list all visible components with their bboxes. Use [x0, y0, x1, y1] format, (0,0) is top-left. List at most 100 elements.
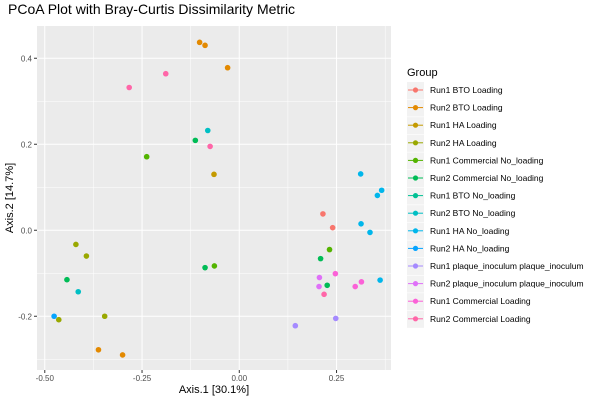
data-point — [202, 264, 208, 271]
data-point — [192, 137, 199, 144]
x-tick-label: 0.00 — [231, 374, 247, 383]
y-tick-label: -0.2 — [18, 312, 32, 321]
data-point — [73, 241, 79, 248]
data-point — [55, 316, 62, 323]
legend: Run1 BTO Loading Run2 BTO Loading Run1 HA … — [407, 82, 584, 328]
x-tick-label: -0.25 — [133, 374, 152, 383]
data-point — [316, 283, 322, 290]
legend-marker — [412, 210, 419, 216]
legend-label: Run2 BTO Loading — [430, 103, 503, 113]
legend-label: Run2 HA Loading — [430, 138, 497, 148]
data-point — [321, 291, 327, 298]
data-point — [317, 255, 324, 262]
legend-title: Group — [407, 67, 438, 79]
legend-item: Run1 HA No_loading — [407, 222, 510, 240]
legend-label: Run2 HA No_loading — [430, 243, 510, 253]
data-point — [196, 39, 203, 46]
data-point — [119, 352, 126, 358]
legend-item: Run2 BTO Loading — [407, 99, 503, 117]
data-point — [101, 313, 108, 320]
legend-marker — [412, 87, 419, 93]
legend-marker — [412, 105, 419, 111]
data-point — [143, 153, 150, 160]
legend-item: Run1 plaque_inoculum plaque_inoculum — [407, 258, 584, 275]
legend-marker — [412, 157, 419, 163]
x-tick-label: 0.25 — [329, 374, 345, 383]
data-point — [316, 274, 323, 281]
data-point — [326, 246, 333, 253]
legend-marker — [412, 281, 419, 287]
legend-item: Run2 Commercial No_loading — [407, 170, 544, 187]
y-tick-label: 0.4 — [21, 54, 33, 63]
legend-item: Run2 plaque_inoculum plaque_inoculum — [407, 275, 584, 293]
legend-item: Run2 HA Loading — [407, 134, 497, 152]
data-point — [367, 229, 373, 236]
legend-label: Run1 BTO No_loading — [430, 191, 516, 201]
legend-item: Run1 BTO Loading — [407, 82, 503, 99]
chart-title: PCoA Plot with Bray-Curtis Dissimilarity… — [8, 1, 295, 17]
legend-label: Run1 plaque_inoculum plaque_inoculum — [430, 261, 584, 271]
data-point — [357, 171, 364, 177]
data-point — [207, 143, 213, 150]
legend-marker — [412, 298, 419, 304]
data-point — [211, 171, 217, 178]
data-point — [64, 276, 70, 283]
data-point — [332, 270, 339, 277]
legend-label: Run2 plaque_inoculum plaque_inoculum — [430, 279, 584, 289]
y-tick-label: 0.2 — [21, 140, 33, 149]
legend-marker — [412, 245, 419, 251]
legend-label: Run1 HA Loading — [430, 120, 497, 130]
legend-item: Run2 BTO No_loading — [407, 205, 516, 223]
data-point — [332, 315, 339, 322]
data-point — [211, 263, 218, 269]
legend-item: Run2 Commercial Loading — [407, 310, 531, 328]
data-point — [51, 313, 57, 320]
legend-item: Run1 BTO No_loading — [407, 187, 516, 205]
legend-item: Run1 Commercial No_loading — [407, 152, 544, 170]
y-axis-title: Axis.2 [14.7%] — [4, 163, 16, 233]
x-axis-title: Axis.1 [30.1%] — [179, 384, 249, 396]
data-point — [224, 64, 231, 71]
legend-label: Run1 Commercial No_loading — [430, 155, 544, 165]
axis-ticks: -0.50 -0.25 0.00 0.25 -0.2 0.0 0.2 0.4 — [18, 54, 345, 383]
legend-item: Run1 HA Loading — [407, 117, 497, 135]
legend-marker — [412, 122, 419, 128]
grid-lines — [37, 26, 391, 370]
data-point — [377, 277, 383, 283]
data-point — [292, 322, 299, 329]
legend-label: Run1 HA No_loading — [430, 226, 510, 236]
legend-marker — [412, 263, 419, 269]
data-point — [204, 127, 211, 134]
data-point — [324, 282, 331, 289]
data-point — [75, 288, 82, 295]
legend-label: Run2 Commercial Loading — [430, 314, 531, 324]
plot-panel — [37, 26, 391, 370]
data-point — [358, 279, 365, 285]
legend-marker — [412, 140, 419, 146]
data-point — [162, 70, 169, 77]
data-point — [126, 84, 132, 91]
legend-label: Run2 BTO No_loading — [430, 208, 516, 218]
legend-label: Run1 BTO Loading — [430, 85, 503, 95]
legend-label: Run2 Commercial No_loading — [430, 173, 544, 183]
legend-item: Run1 Commercial Loading — [407, 293, 531, 311]
legend-marker — [412, 175, 419, 181]
legend-marker — [412, 316, 419, 322]
legend-item: Run2 HA No_loading — [407, 240, 510, 258]
data-point — [378, 187, 385, 194]
x-tick-label: -0.50 — [36, 374, 55, 383]
data-points — [51, 39, 385, 358]
data-point — [95, 346, 102, 353]
legend-marker — [412, 193, 419, 199]
legend-marker — [412, 228, 419, 234]
data-point — [83, 253, 90, 259]
legend-label: Run1 Commercial Loading — [430, 296, 531, 306]
data-point — [352, 283, 359, 290]
data-point — [358, 221, 364, 227]
y-tick-label: 0.0 — [21, 226, 33, 235]
data-point — [320, 211, 326, 217]
data-point — [202, 42, 208, 49]
data-point — [374, 192, 381, 199]
data-point — [329, 224, 336, 231]
